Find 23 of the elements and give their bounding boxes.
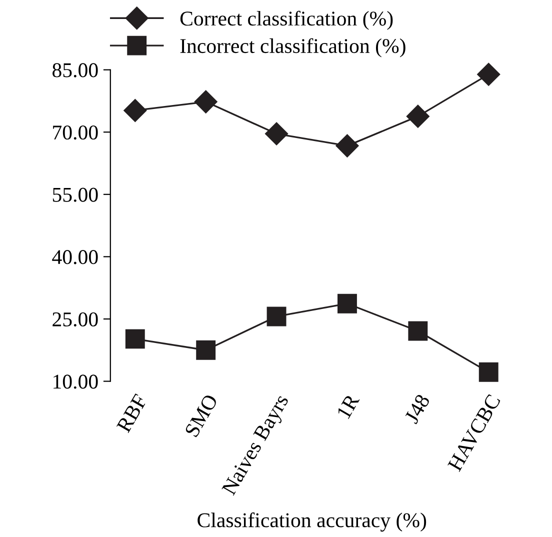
- point: [196, 340, 216, 360]
- y-tick-label: 10.00: [54, 374, 98, 389]
- point: [194, 90, 218, 114]
- point: [125, 329, 145, 349]
- point: [406, 104, 430, 128]
- y-tick-label: 55.00: [52, 188, 98, 202]
- y-tick-label: 25.00: [52, 312, 98, 326]
- x-axis-title: Classification accuracy (%): [198, 512, 426, 532]
- legend-label: Incorrect classification (%): [180, 38, 406, 58]
- y-tick-label: 70.00: [53, 125, 98, 140]
- y-tick-label: 85.00: [52, 63, 98, 78]
- legend-label: Correct classification (%): [180, 10, 393, 30]
- point: [338, 294, 357, 314]
- x-tick-label: 1R: [336, 392, 360, 420]
- point: [336, 134, 359, 158]
- x-tick-label: J48: [404, 393, 430, 424]
- y-tick-label: 40.00: [52, 250, 98, 264]
- point: [265, 122, 288, 146]
- point: [124, 99, 147, 122]
- point: [408, 321, 428, 341]
- point: [266, 306, 286, 326]
- point: [477, 62, 500, 86]
- point: [478, 362, 498, 382]
